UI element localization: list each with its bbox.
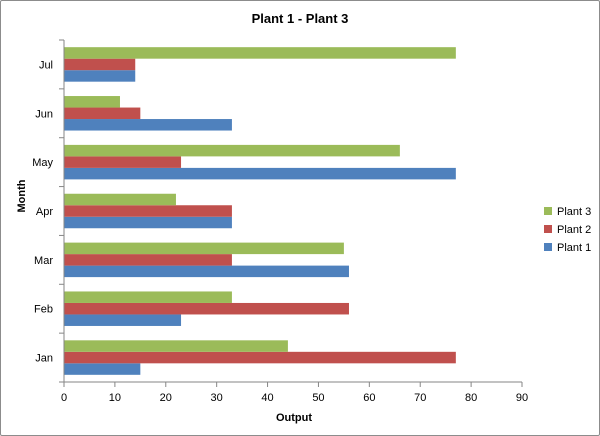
y-tick-label-may: May [32, 157, 53, 169]
y-tick-label-apr: Apr [36, 206, 53, 218]
legend-label-plant-2: Plant 2 [557, 224, 591, 236]
x-axis-title: Output [276, 412, 312, 424]
legend-swatch-plant-1 [544, 243, 552, 251]
bar-plant-3-apr [64, 193, 176, 206]
x-tick-label-50: 50 [312, 392, 324, 404]
x-tick-label-0: 0 [61, 392, 67, 404]
legend-label-plant-3: Plant 3 [557, 206, 591, 218]
y-tick-label-jul: Jul [39, 59, 53, 71]
bar-plant-1-jul [64, 70, 136, 82]
y-tick-label-jan: Jan [35, 353, 53, 365]
bar-plant-1-jun [64, 119, 232, 131]
x-tick-label-70: 70 [414, 392, 426, 404]
x-tick-label-30: 30 [211, 392, 223, 404]
bar-plant-2-jun [64, 107, 141, 120]
bar-plant-1-jan [64, 363, 141, 375]
bar-plant-1-mar [64, 265, 349, 278]
y-tick-label-jun: Jun [35, 108, 53, 120]
bar-plant-3-jul [64, 47, 456, 59]
y-axis-title: Month [16, 179, 28, 212]
x-tick-label-60: 60 [363, 392, 375, 404]
x-tick-label-40: 40 [261, 392, 273, 404]
bar-plant-2-jan [64, 351, 456, 364]
bar-plant-2-mar [64, 254, 232, 266]
x-tick-label-90: 90 [516, 392, 528, 404]
axes-group: Jan Feb Mar Apr May Jun Jul 0 10 20 30 40 50 60 70 80 90 [32, 39, 528, 404]
bar-plant-2-jul [64, 58, 136, 71]
x-tick-label-80: 80 [465, 392, 477, 404]
bar-plant-2-apr [64, 205, 232, 217]
y-tick-label-mar: Mar [34, 255, 53, 267]
bar-plant-3-mar [64, 242, 344, 255]
y-tick-label-feb: Feb [34, 304, 53, 316]
bar-plant-2-may [64, 156, 182, 168]
bars-group [64, 47, 456, 375]
bar-plant-1-may [64, 167, 456, 180]
x-tick-label-10: 10 [109, 392, 121, 404]
chart-title: Plant 1 - Plant 3 [252, 11, 349, 26]
bar-plant-1-apr [64, 216, 232, 229]
bar-plant-3-jun [64, 96, 120, 108]
bar-plant-3-feb [64, 291, 232, 303]
legend-swatch-plant-3 [544, 207, 552, 215]
legend-swatch-plant-2 [544, 225, 552, 233]
bar-plant-3-jan [64, 340, 288, 352]
bar-plant-1-feb [64, 314, 182, 326]
x-tick-label-20: 20 [160, 392, 172, 404]
bar-plant-2-feb [64, 302, 349, 315]
bar-plant-3-may [64, 144, 400, 157]
legend: Plant 3 Plant 2 Plant 1 [544, 206, 591, 254]
legend-label-plant-1: Plant 1 [557, 242, 591, 254]
